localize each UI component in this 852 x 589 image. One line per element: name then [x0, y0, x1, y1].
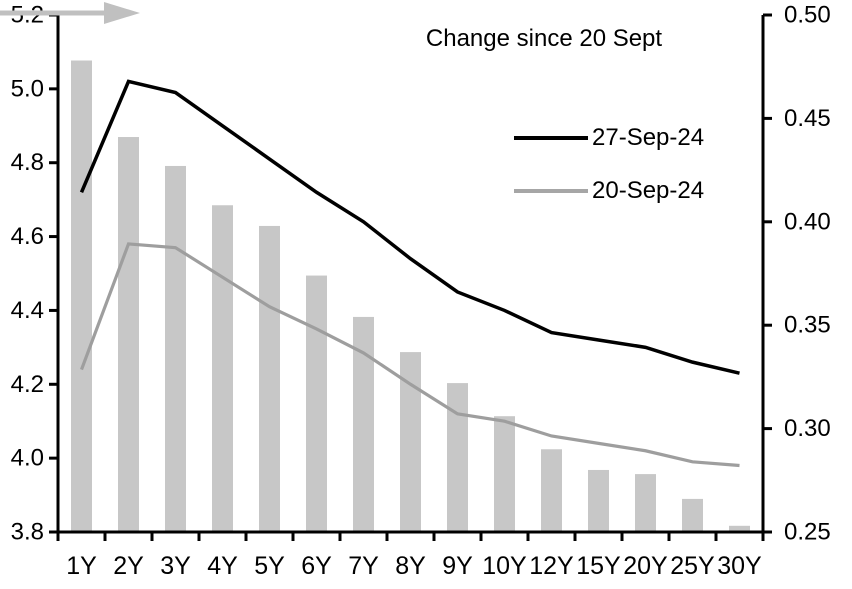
- x-axis-label-20Y: 20Y: [623, 552, 668, 580]
- bar-7Y: [353, 316, 374, 532]
- bar-12Y: [541, 449, 562, 532]
- bar-30Y: [729, 525, 750, 532]
- line-27-Sep-24: [79, 79, 740, 375]
- x-axis-label-9Y: 9Y: [442, 552, 473, 580]
- bar-20Y: [635, 474, 656, 532]
- left-axis-tick-label: 4.8: [11, 149, 44, 176]
- x-axis-label-12Y: 12Y: [529, 552, 574, 580]
- x-axis-label-7Y: 7Y: [348, 552, 379, 580]
- left-axis-tick-label: 5.2: [11, 2, 44, 29]
- bar-9Y: [447, 383, 468, 532]
- bar-10Y: [494, 416, 515, 532]
- bar-15Y: [588, 469, 609, 532]
- left-axis-tick-label: 3.8: [11, 519, 44, 546]
- x-axis-label-2Y: 2Y: [113, 552, 144, 580]
- left-axis-tick-label: 4.6: [11, 223, 44, 250]
- right-axis-tick-label: 0.35: [784, 312, 831, 339]
- bar-4Y: [212, 205, 233, 533]
- x-axis-label-4Y: 4Y: [207, 552, 238, 580]
- left-axis-tick-label: 4.4: [11, 297, 44, 324]
- right-axis-tick-label: 0.40: [784, 208, 831, 235]
- x-axis-label-25Y: 25Y: [670, 552, 715, 580]
- bar-1Y: [71, 60, 92, 532]
- line-20-Sep-24: [80, 242, 740, 468]
- bar-2Y: [118, 137, 139, 532]
- x-axis-label-1Y: 1Y: [66, 552, 97, 580]
- left-axis-tick-label: 5.0: [11, 75, 44, 102]
- right-axis-tick-label: 0.45: [784, 105, 831, 132]
- x-axis-label-30Y: 30Y: [717, 552, 762, 580]
- left-axis-tick-label: 4.2: [11, 371, 44, 398]
- x-axis-label-10Y: 10Y: [482, 552, 527, 580]
- bar-8Y: [400, 352, 421, 532]
- right-axis-tick-label: 0.30: [784, 415, 831, 442]
- bar-6Y: [306, 275, 327, 532]
- x-axis-label-8Y: 8Y: [395, 552, 426, 580]
- x-axis-label-5Y: 5Y: [254, 552, 285, 580]
- bar-3Y: [165, 165, 186, 533]
- right-axis-tick-label: 0.25: [784, 519, 831, 546]
- x-axis-label-15Y: 15Y: [576, 552, 621, 580]
- left-axis-tick-label: 4.0: [11, 445, 44, 472]
- bar-25Y: [682, 498, 703, 532]
- x-axis-label-3Y: 3Y: [160, 552, 191, 580]
- x-axis-label-6Y: 6Y: [301, 552, 332, 580]
- right-axis-tick-label: 0.50: [784, 2, 831, 29]
- bar-5Y: [259, 225, 280, 532]
